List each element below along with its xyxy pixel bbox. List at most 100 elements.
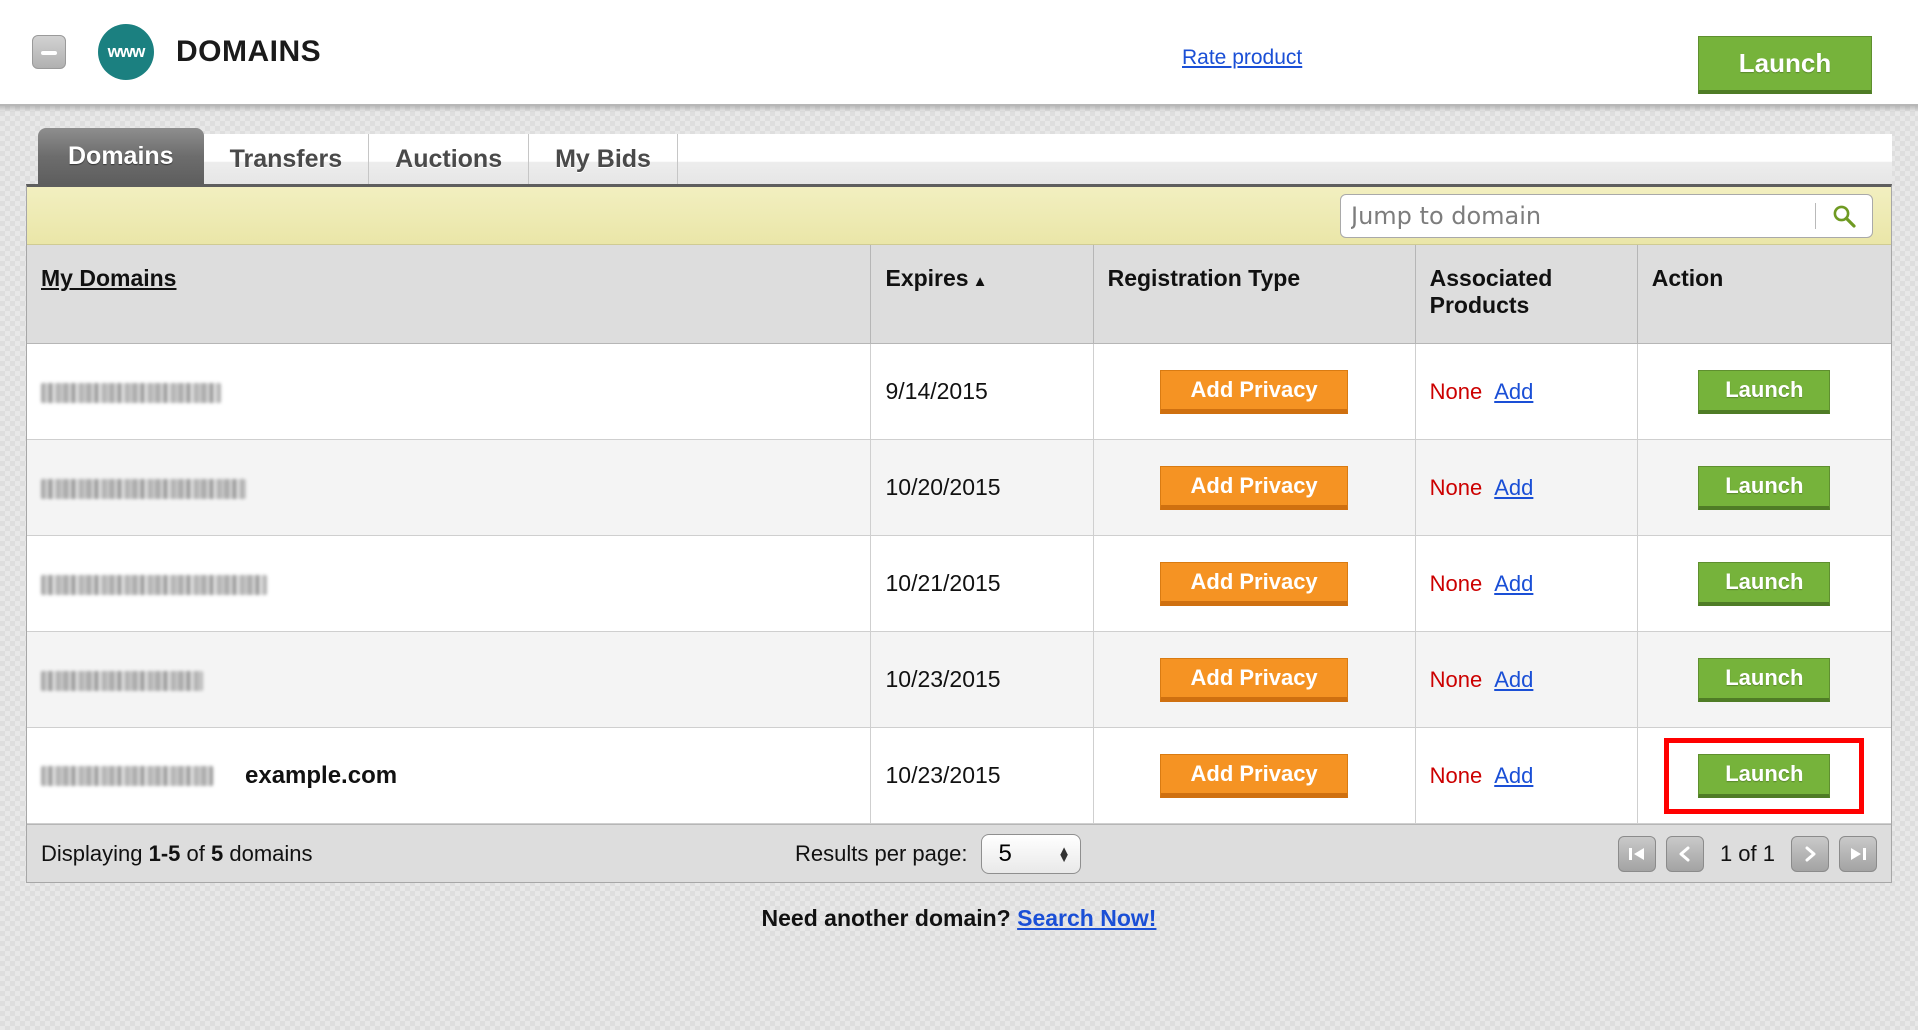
- last-page-icon: [1851, 848, 1866, 860]
- search-now-link[interactable]: Search Now!: [1017, 905, 1157, 931]
- cell-expires: 10/21/2015: [870, 535, 1094, 632]
- tab-domains[interactable]: Domains: [38, 128, 204, 184]
- cell-domain-name: [27, 343, 872, 440]
- table-row: 10/23/2015 Add Privacy None Add Launch: [27, 631, 1891, 728]
- page-title: DOMAINS: [176, 35, 322, 68]
- domain-name-label: example.com: [245, 761, 398, 789]
- redacted-domain-name: [41, 574, 267, 595]
- chevron-right-icon: [1805, 846, 1816, 862]
- chevron-left-icon: [1679, 846, 1690, 862]
- displaying-mid: of: [180, 840, 211, 866]
- cell-domain-name: [27, 535, 872, 632]
- cell-action: Launch: [1637, 631, 1891, 728]
- launch-button[interactable]: Launch: [1698, 657, 1831, 702]
- tab-bar: Domains Transfers Auctions My Bids: [26, 128, 1892, 184]
- header-launch-button[interactable]: Launch: [1698, 36, 1872, 94]
- last-page-button[interactable]: [1839, 836, 1877, 872]
- launch-button[interactable]: Launch: [1698, 369, 1831, 414]
- column-header-action-label: Action: [1651, 265, 1724, 291]
- stepper-arrows-icon: ▲ ▼: [1057, 843, 1071, 865]
- search-button[interactable]: [1816, 195, 1872, 237]
- tab-domains-label: Domains: [68, 141, 174, 170]
- redacted-domain-name: [41, 765, 213, 786]
- tab-my-bids[interactable]: My Bids: [529, 134, 678, 184]
- add-associated-product-link[interactable]: Add: [1494, 763, 1534, 788]
- cell-domain-name: example.com: [27, 727, 872, 824]
- tab-transfers[interactable]: Transfers: [203, 134, 370, 184]
- www-logo-text: www: [107, 42, 146, 61]
- cell-expires: 9/14/2015: [870, 343, 1094, 440]
- launch-button[interactable]: Launch: [1698, 465, 1831, 510]
- associated-products-value: None: [1429, 667, 1483, 692]
- cell-action: Launch: [1637, 439, 1891, 536]
- column-header-my-domains[interactable]: My Domains: [27, 245, 872, 344]
- highlight-annotation-box: Launch: [1664, 737, 1865, 814]
- cell-associated-products: None Add: [1415, 343, 1638, 440]
- column-header-action: Action: [1637, 245, 1891, 344]
- table-header-row: My Domains Expires ▲ Registration Type As…: [27, 245, 1891, 344]
- redacted-domain-name: [41, 670, 203, 691]
- tab-my-bids-label: My Bids: [555, 144, 651, 173]
- add-privacy-button[interactable]: Add Privacy: [1160, 465, 1349, 510]
- rate-product-link[interactable]: Rate product: [1182, 46, 1303, 69]
- table-footer-bar: Displaying 1-5 of 5 domains Results per …: [27, 824, 1891, 882]
- cell-action: Launch: [1637, 727, 1891, 824]
- add-associated-product-link[interactable]: Add: [1494, 475, 1534, 500]
- displaying-range: 1-5: [148, 840, 181, 866]
- domains-table: My Domains Expires ▲ Registration Type As…: [27, 245, 1891, 824]
- add-privacy-button[interactable]: Add Privacy: [1160, 369, 1349, 414]
- first-page-button[interactable]: [1617, 836, 1656, 872]
- table-row: example.com 10/23/2015 Add Privacy None Add L…: [27, 727, 1891, 824]
- cell-registration-type: Add Privacy: [1093, 631, 1416, 728]
- www-logo-icon: www: [98, 24, 154, 80]
- next-page-button[interactable]: [1791, 836, 1829, 872]
- tab-auctions[interactable]: Auctions: [369, 134, 530, 184]
- redacted-domain-name: [41, 478, 246, 499]
- tab-auctions-label: Auctions: [395, 144, 503, 173]
- column-header-my-domains-label: My Domains: [41, 265, 177, 291]
- page-body: Domains Transfers Auctions My Bids: [0, 106, 1918, 1030]
- search-input[interactable]: [1341, 201, 1815, 230]
- search-icon: [1833, 205, 1856, 228]
- previous-page-button[interactable]: [1665, 836, 1704, 872]
- launch-button[interactable]: Launch: [1698, 753, 1831, 798]
- add-privacy-button[interactable]: Add Privacy: [1160, 657, 1349, 702]
- page-indicator: 1 of 1: [1719, 841, 1775, 866]
- launch-button[interactable]: Launch: [1698, 561, 1831, 606]
- domains-panel: My Domains Expires▲ Registration Type As…: [26, 184, 1892, 883]
- cell-action: Launch: [1637, 343, 1891, 440]
- redacted-domain-name: [41, 382, 221, 403]
- cell-registration-type: Add Privacy: [1093, 727, 1416, 824]
- cell-associated-products: None Add: [1415, 439, 1638, 536]
- tab-strip-filler: [677, 134, 1892, 184]
- product-header: www DOMAINS Rate product Launch: [0, 0, 1918, 106]
- pagination-controls: 1 of 1: [1617, 825, 1877, 883]
- add-privacy-button[interactable]: Add Privacy: [1160, 753, 1349, 798]
- search-field-wrapper[interactable]: [1340, 193, 1873, 238]
- cell-action: Launch: [1637, 535, 1891, 632]
- need-another-domain-note: Need another domain? Search Now!: [26, 905, 1892, 932]
- cell-registration-type: Add Privacy: [1093, 535, 1416, 632]
- displaying-count-text: Displaying 1-5 of 5 domains: [41, 841, 313, 867]
- cell-expires: 10/23/2015: [870, 631, 1094, 728]
- cell-associated-products: None Add: [1415, 631, 1638, 728]
- results-per-page-value: 5: [998, 840, 1012, 867]
- sort-ascending-icon: ▲: [972, 273, 988, 290]
- add-privacy-button[interactable]: Add Privacy: [1160, 561, 1349, 606]
- add-associated-product-link[interactable]: Add: [1494, 667, 1534, 692]
- add-associated-product-link[interactable]: Add: [1494, 379, 1534, 404]
- collapse-toggle-button[interactable]: [32, 35, 66, 69]
- column-header-expires[interactable]: Expires ▲: [870, 245, 1094, 344]
- add-associated-product-link[interactable]: Add: [1494, 571, 1534, 596]
- cell-expires: 10/23/2015: [870, 727, 1094, 824]
- results-per-page-select[interactable]: 5 ▲ ▼: [981, 834, 1082, 874]
- cell-domain-name: [27, 439, 872, 536]
- table-row: 10/21/2015 Add Privacy None Add Launch: [27, 535, 1891, 632]
- column-header-expires-label: Expires: [885, 265, 969, 291]
- cell-expires: 10/20/2015: [870, 439, 1094, 536]
- column-header-registration-type-label: Registration Type: [1107, 265, 1301, 291]
- first-page-icon: [1628, 848, 1644, 860]
- column-header-associated-products-label: Associated Products: [1429, 265, 1553, 318]
- table-row: 9/14/2015 Add Privacy None Add Launch: [27, 343, 1891, 440]
- tab-transfers-label: Transfers: [229, 144, 343, 173]
